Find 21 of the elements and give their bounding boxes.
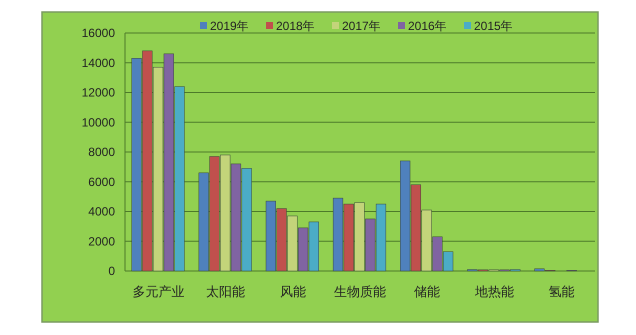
y-tick-label: 8000 [88, 145, 116, 159]
x-tick-label: 多元产业 [132, 284, 185, 299]
y-tick-label: 10000 [82, 115, 116, 130]
legend-label: 2015年 [474, 19, 513, 33]
y-tick-label: 14000 [82, 56, 116, 70]
legend-label: 2019年 [210, 19, 249, 33]
x-tick-label: 氢能 [548, 284, 574, 299]
x-tick-label: 储能 [414, 284, 440, 299]
y-tick-label: 12000 [82, 86, 116, 100]
y-tick-label: 4000 [88, 204, 116, 218]
legend-label: 2017年 [342, 19, 381, 33]
x-tick-label: 生物质能 [334, 284, 386, 299]
legend-label: 2018年 [276, 19, 315, 33]
x-tick-label: 风能 [280, 284, 306, 299]
y-tick-label: 6000 [88, 174, 116, 189]
x-tick-label: 地热能 [474, 284, 514, 299]
y-tick-label: 16000 [82, 26, 116, 40]
y-tick-label: 0 [108, 264, 116, 278]
y-tick-label: 2000 [88, 234, 116, 248]
x-tick-label: 太阳能 [206, 284, 246, 299]
legend-label: 2016年 [408, 19, 447, 33]
